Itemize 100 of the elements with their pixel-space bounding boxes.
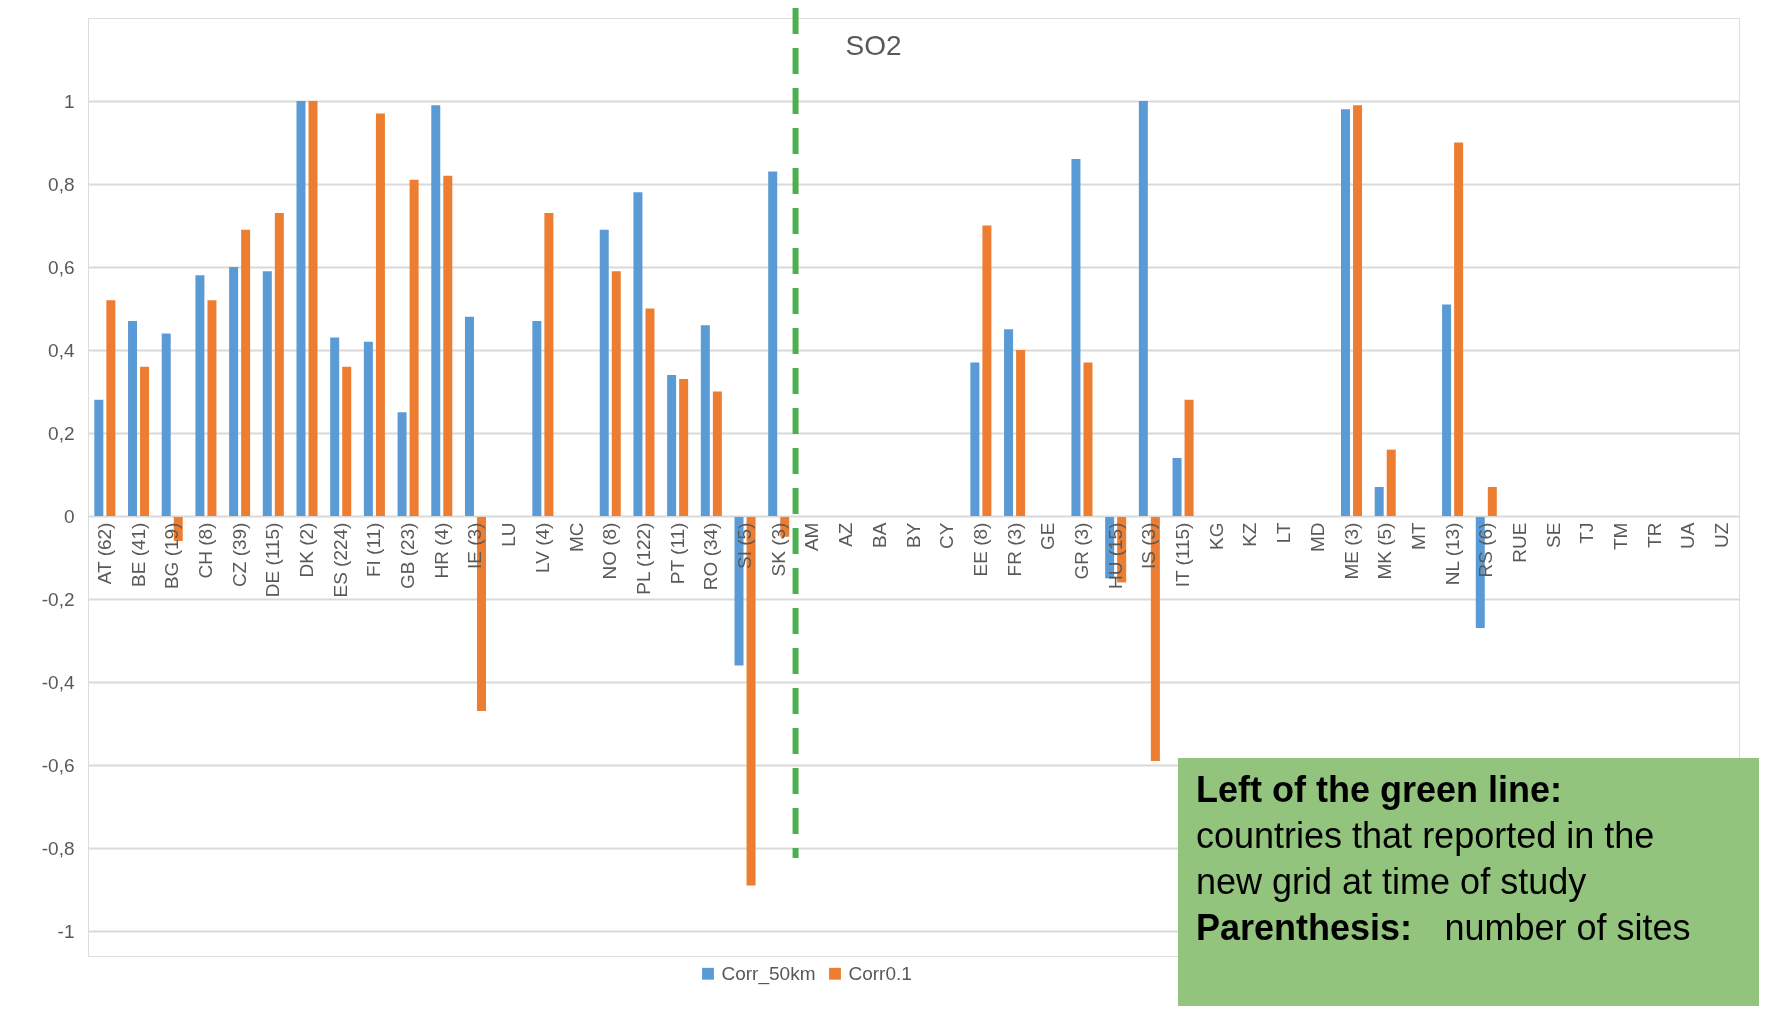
y-tick-label: -0,4 [41, 671, 75, 693]
x-tick-label: TR [1643, 522, 1665, 548]
x-tick-label: RS (6) [1475, 522, 1497, 578]
bar [1083, 362, 1093, 517]
x-tick-label: IS (3) [1138, 522, 1160, 570]
x-tick-label: NO (8) [599, 522, 621, 580]
bar [342, 366, 352, 517]
x-tick-label: MC [565, 522, 587, 553]
bar [1004, 329, 1014, 517]
bar [106, 300, 116, 517]
bar [633, 192, 643, 517]
bar [443, 175, 453, 517]
y-tick-label: -0,2 [41, 588, 75, 610]
bar [1442, 304, 1452, 517]
y-tick-label: 0,8 [48, 173, 75, 195]
bar [611, 271, 621, 517]
x-tick-label: AZ [835, 522, 857, 547]
x-tick-label: CZ (39) [228, 522, 250, 587]
x-tick-label: BA [868, 522, 890, 548]
bar [1487, 487, 1497, 517]
x-tick-label: EE (8) [969, 522, 991, 577]
x-tick-label: MD [1306, 522, 1328, 553]
x-tick-label: SK (3) [767, 522, 789, 577]
x-tick-label: TJ [1576, 522, 1598, 544]
bar [700, 325, 710, 517]
bar [599, 229, 609, 517]
x-tick-label: FR (3) [1003, 522, 1025, 577]
bar [409, 179, 419, 517]
y-tick-label: -1 [57, 920, 75, 942]
bar [532, 320, 542, 517]
legend-label: Corr_50km [721, 962, 816, 985]
x-tick-label: AT (62) [93, 522, 115, 585]
bar [229, 267, 239, 517]
bar [375, 113, 385, 517]
bar [667, 374, 677, 517]
x-tick-label: LV (4) [531, 522, 553, 573]
bar [544, 213, 554, 517]
bar [1016, 350, 1026, 517]
bar [330, 337, 340, 517]
x-tick-label: TM [1610, 522, 1632, 550]
x-tick-label: PL (122) [632, 522, 654, 595]
bar [1172, 457, 1182, 517]
x-tick-label: SI (5) [734, 522, 756, 570]
bar [1071, 159, 1081, 517]
bar [645, 308, 655, 517]
bar [768, 171, 778, 517]
x-tick-label: KZ [1239, 522, 1261, 547]
text: Parenthesis: number of sites [1196, 907, 1691, 948]
y-tick-label: 0 [63, 505, 75, 527]
x-tick-label: UZ [1711, 522, 1733, 548]
x-tick-label: BE (41) [127, 522, 149, 587]
y-tick-label: 0,4 [48, 339, 75, 361]
legend-label: Corr0.1 [848, 962, 912, 984]
bar [1353, 105, 1363, 517]
x-tick-label: DK (2) [296, 522, 318, 578]
x-tick-label: IT (115) [1172, 522, 1194, 588]
y-tick-label: -0,8 [41, 837, 75, 859]
bar [397, 412, 407, 517]
bar [128, 320, 138, 517]
x-tick-label: PT (11) [666, 522, 688, 585]
x-tick-label: GR (3) [1070, 522, 1092, 580]
x-tick-label: DE (115) [262, 522, 284, 598]
bar [970, 362, 980, 517]
bar [140, 366, 150, 517]
x-tick-label: GE [1037, 522, 1059, 551]
bar [207, 300, 217, 517]
bar [982, 225, 992, 517]
x-tick-label: BG (19) [161, 522, 183, 590]
bar [712, 391, 722, 517]
x-tick-label: HR (4) [430, 522, 452, 579]
bar [1341, 109, 1350, 517]
bar [308, 101, 318, 517]
chart-title: SO2 [845, 30, 902, 61]
x-tick-label: CH (8) [194, 522, 216, 579]
bar [241, 229, 251, 517]
x-tick-label: GB (23) [397, 522, 419, 590]
x-tick-label: MK (5) [1374, 522, 1396, 580]
bar [274, 213, 284, 517]
bar [679, 379, 689, 517]
y-tick-label: 1 [63, 90, 75, 112]
bar [1386, 449, 1396, 517]
x-tick-label: UA [1677, 522, 1699, 549]
x-tick-label: NL (13) [1441, 522, 1463, 586]
y-tick-label: 0,2 [48, 422, 75, 444]
bar [262, 271, 272, 517]
x-tick-label: RUE [1508, 522, 1530, 563]
bar [195, 275, 205, 517]
y-tick-label: -0,6 [41, 754, 75, 776]
x-tick-label: SE [1542, 522, 1564, 548]
x-tick-label: RO (34) [700, 522, 722, 591]
bar [1454, 142, 1464, 517]
x-tick-label: LT [1273, 522, 1295, 544]
x-tick-label: AM [801, 522, 823, 552]
bar [1138, 101, 1148, 517]
bar [363, 341, 373, 517]
x-tick-label: ES (224) [329, 522, 351, 598]
y-tick-label: 0,6 [48, 256, 75, 278]
x-tick-label: FI (11) [363, 522, 385, 578]
x-tick-label: BY [902, 522, 924, 548]
bar [431, 105, 441, 517]
